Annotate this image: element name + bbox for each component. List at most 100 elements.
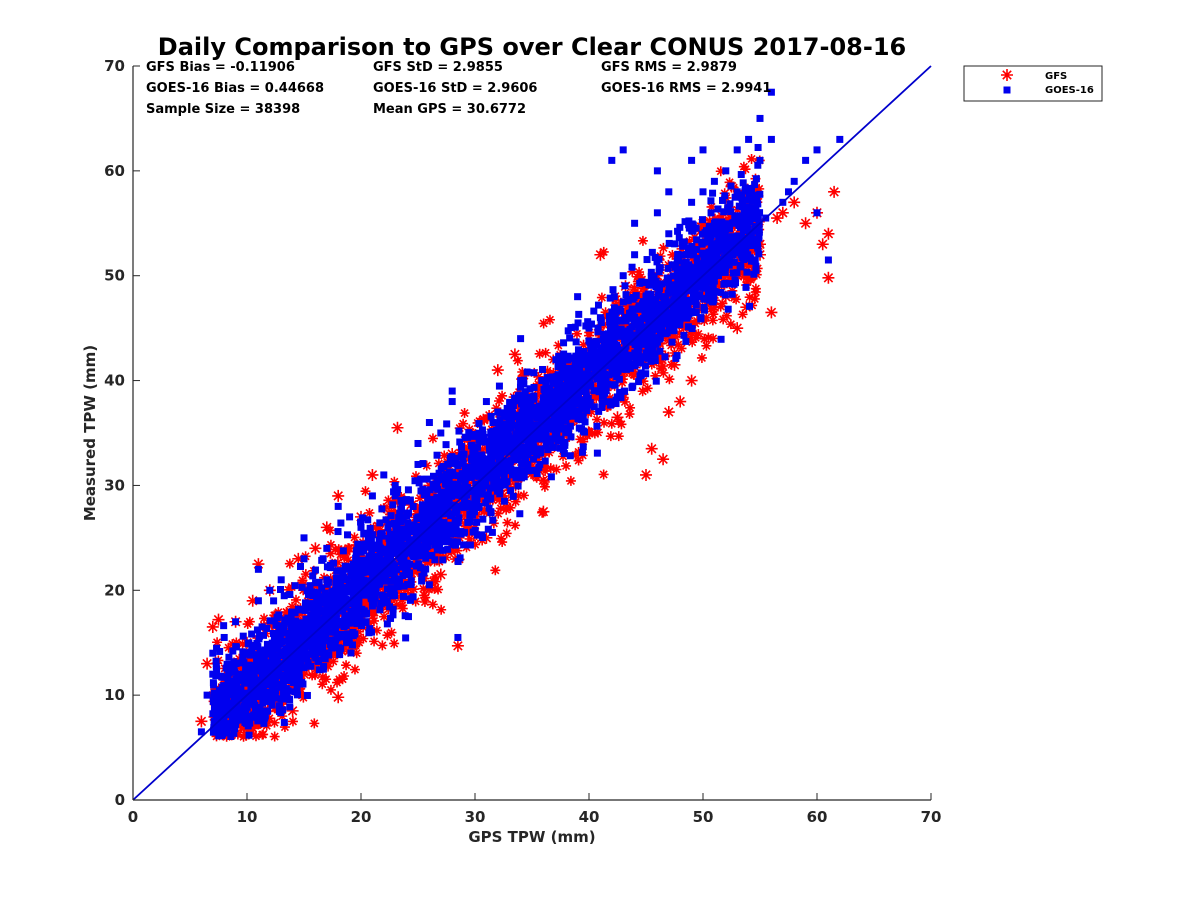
gfs-point	[591, 393, 602, 404]
gfs-point	[503, 472, 514, 483]
goes16-point	[375, 536, 383, 544]
goes16-point	[218, 705, 226, 713]
gfs-point	[328, 656, 339, 667]
gfs-point	[212, 637, 223, 648]
goes16-point	[560, 350, 568, 358]
goes16-point	[305, 591, 313, 599]
gfs-point	[375, 524, 386, 535]
gfs-point	[658, 242, 669, 253]
goes16-point	[523, 368, 531, 376]
goes16-point	[282, 675, 290, 683]
goes16-point	[383, 585, 391, 593]
goes16-point	[268, 701, 276, 709]
gfs-point	[513, 490, 524, 501]
gfs-point	[687, 337, 698, 348]
goes16-point	[305, 642, 313, 650]
goes16-point	[278, 683, 286, 691]
goes16-point	[646, 313, 654, 321]
goes16-point	[404, 486, 412, 494]
goes16-point	[584, 318, 592, 326]
goes16-point	[755, 250, 763, 258]
goes16-point	[230, 658, 238, 666]
goes16-point	[494, 468, 502, 476]
gfs-point	[369, 615, 380, 626]
goes16-point	[434, 500, 442, 508]
gfs-point	[321, 642, 332, 653]
goes16-point	[486, 484, 494, 492]
goes16-point	[682, 337, 690, 345]
gfs-point	[553, 340, 564, 351]
goes16-point	[622, 291, 630, 299]
goes16-point	[574, 346, 582, 354]
gfs-point	[406, 563, 419, 576]
goes16-point	[578, 405, 586, 413]
goes16-point	[478, 531, 486, 539]
goes16-point	[387, 549, 395, 557]
goes16-point	[339, 567, 347, 575]
goes16-point	[494, 482, 502, 490]
gfs-point	[771, 212, 784, 225]
goes16-point	[452, 454, 460, 462]
goes16-point	[653, 322, 661, 330]
goes16-point	[752, 175, 760, 183]
gfs-point	[337, 674, 348, 685]
gfs-point	[300, 569, 311, 580]
gfs-point	[754, 183, 765, 194]
gfs-point	[668, 358, 681, 371]
goes16-point	[383, 620, 391, 628]
goes16-point	[243, 703, 251, 711]
goes16-point	[391, 545, 399, 553]
goes16-point	[659, 302, 667, 310]
goes16-point	[580, 348, 588, 356]
gfs-point	[423, 479, 436, 492]
goes16-point	[598, 399, 606, 407]
gfs-point	[351, 648, 362, 659]
goes16-point	[746, 218, 754, 226]
goes16-point	[344, 630, 352, 638]
goes16-point	[252, 641, 260, 649]
goes16-point	[611, 340, 619, 348]
gfs-point	[606, 418, 617, 429]
goes16-point	[263, 624, 271, 632]
goes16-point	[647, 348, 655, 356]
gfs-point	[221, 731, 232, 742]
gfs-point	[465, 490, 476, 501]
goes16-point	[542, 442, 550, 450]
gfs-point	[724, 177, 735, 188]
goes16-point	[626, 360, 634, 368]
gfs-point	[465, 436, 476, 447]
gfs-point	[742, 259, 755, 272]
gfs-point	[542, 365, 553, 376]
gfs-point	[496, 533, 507, 544]
goes16-point	[727, 208, 735, 216]
gfs-point	[369, 607, 380, 618]
goes16-point	[707, 209, 715, 217]
gfs-point	[816, 238, 829, 251]
goes16-point	[658, 280, 666, 288]
goes16-point	[330, 559, 338, 567]
goes16-point	[735, 202, 743, 210]
goes16-point	[391, 592, 399, 600]
gfs-point	[745, 272, 756, 283]
goes16-point	[280, 689, 288, 697]
gfs-point	[737, 309, 748, 320]
gfs-point	[494, 395, 505, 406]
gfs-point	[427, 433, 438, 444]
gfs-point	[415, 493, 426, 504]
goes16-point	[514, 456, 522, 464]
goes16-point	[343, 597, 351, 605]
goes16-point	[583, 407, 591, 415]
goes16-point	[305, 604, 313, 612]
goes16-point	[348, 641, 356, 649]
gfs-point	[195, 715, 208, 728]
gfs-point	[367, 610, 378, 621]
goes16-point	[752, 262, 760, 270]
gfs-point	[697, 244, 708, 255]
goes16-point	[548, 375, 556, 383]
goes16-point	[468, 487, 476, 495]
gfs-point	[718, 314, 729, 325]
goes16-point	[459, 460, 467, 468]
gfs-point	[611, 411, 624, 424]
goes16-point	[747, 233, 755, 241]
goes16-point	[423, 475, 431, 483]
